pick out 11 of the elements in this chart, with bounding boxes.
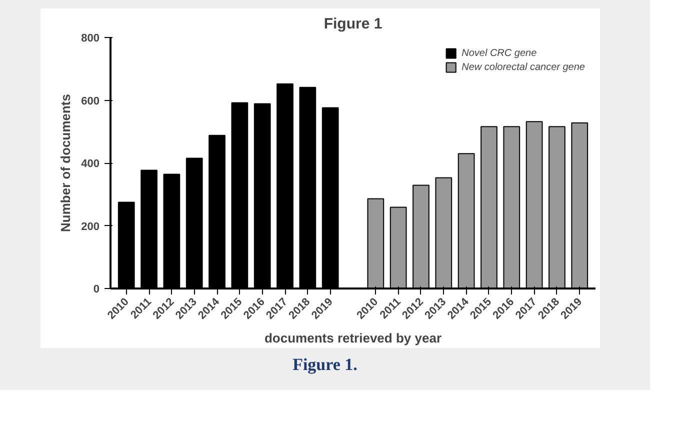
x-axis-title: documents retrieved by year <box>264 330 442 346</box>
y-axis-title: Number of documents <box>58 94 74 232</box>
legend-label: New colorectal cancer gene <box>462 62 585 72</box>
y-tick-label: 600 <box>81 95 100 108</box>
caption: Figure 1. <box>292 354 358 376</box>
y-tick-label: 200 <box>81 220 100 233</box>
y-tick-label: 0 <box>93 284 100 296</box>
y-tick-label: 400 <box>81 158 100 170</box>
legend-label: Novel CRC gene <box>462 48 537 58</box>
y-tick-label: 800 <box>81 32 100 44</box>
chart-title: Figure 1 <box>324 16 382 32</box>
